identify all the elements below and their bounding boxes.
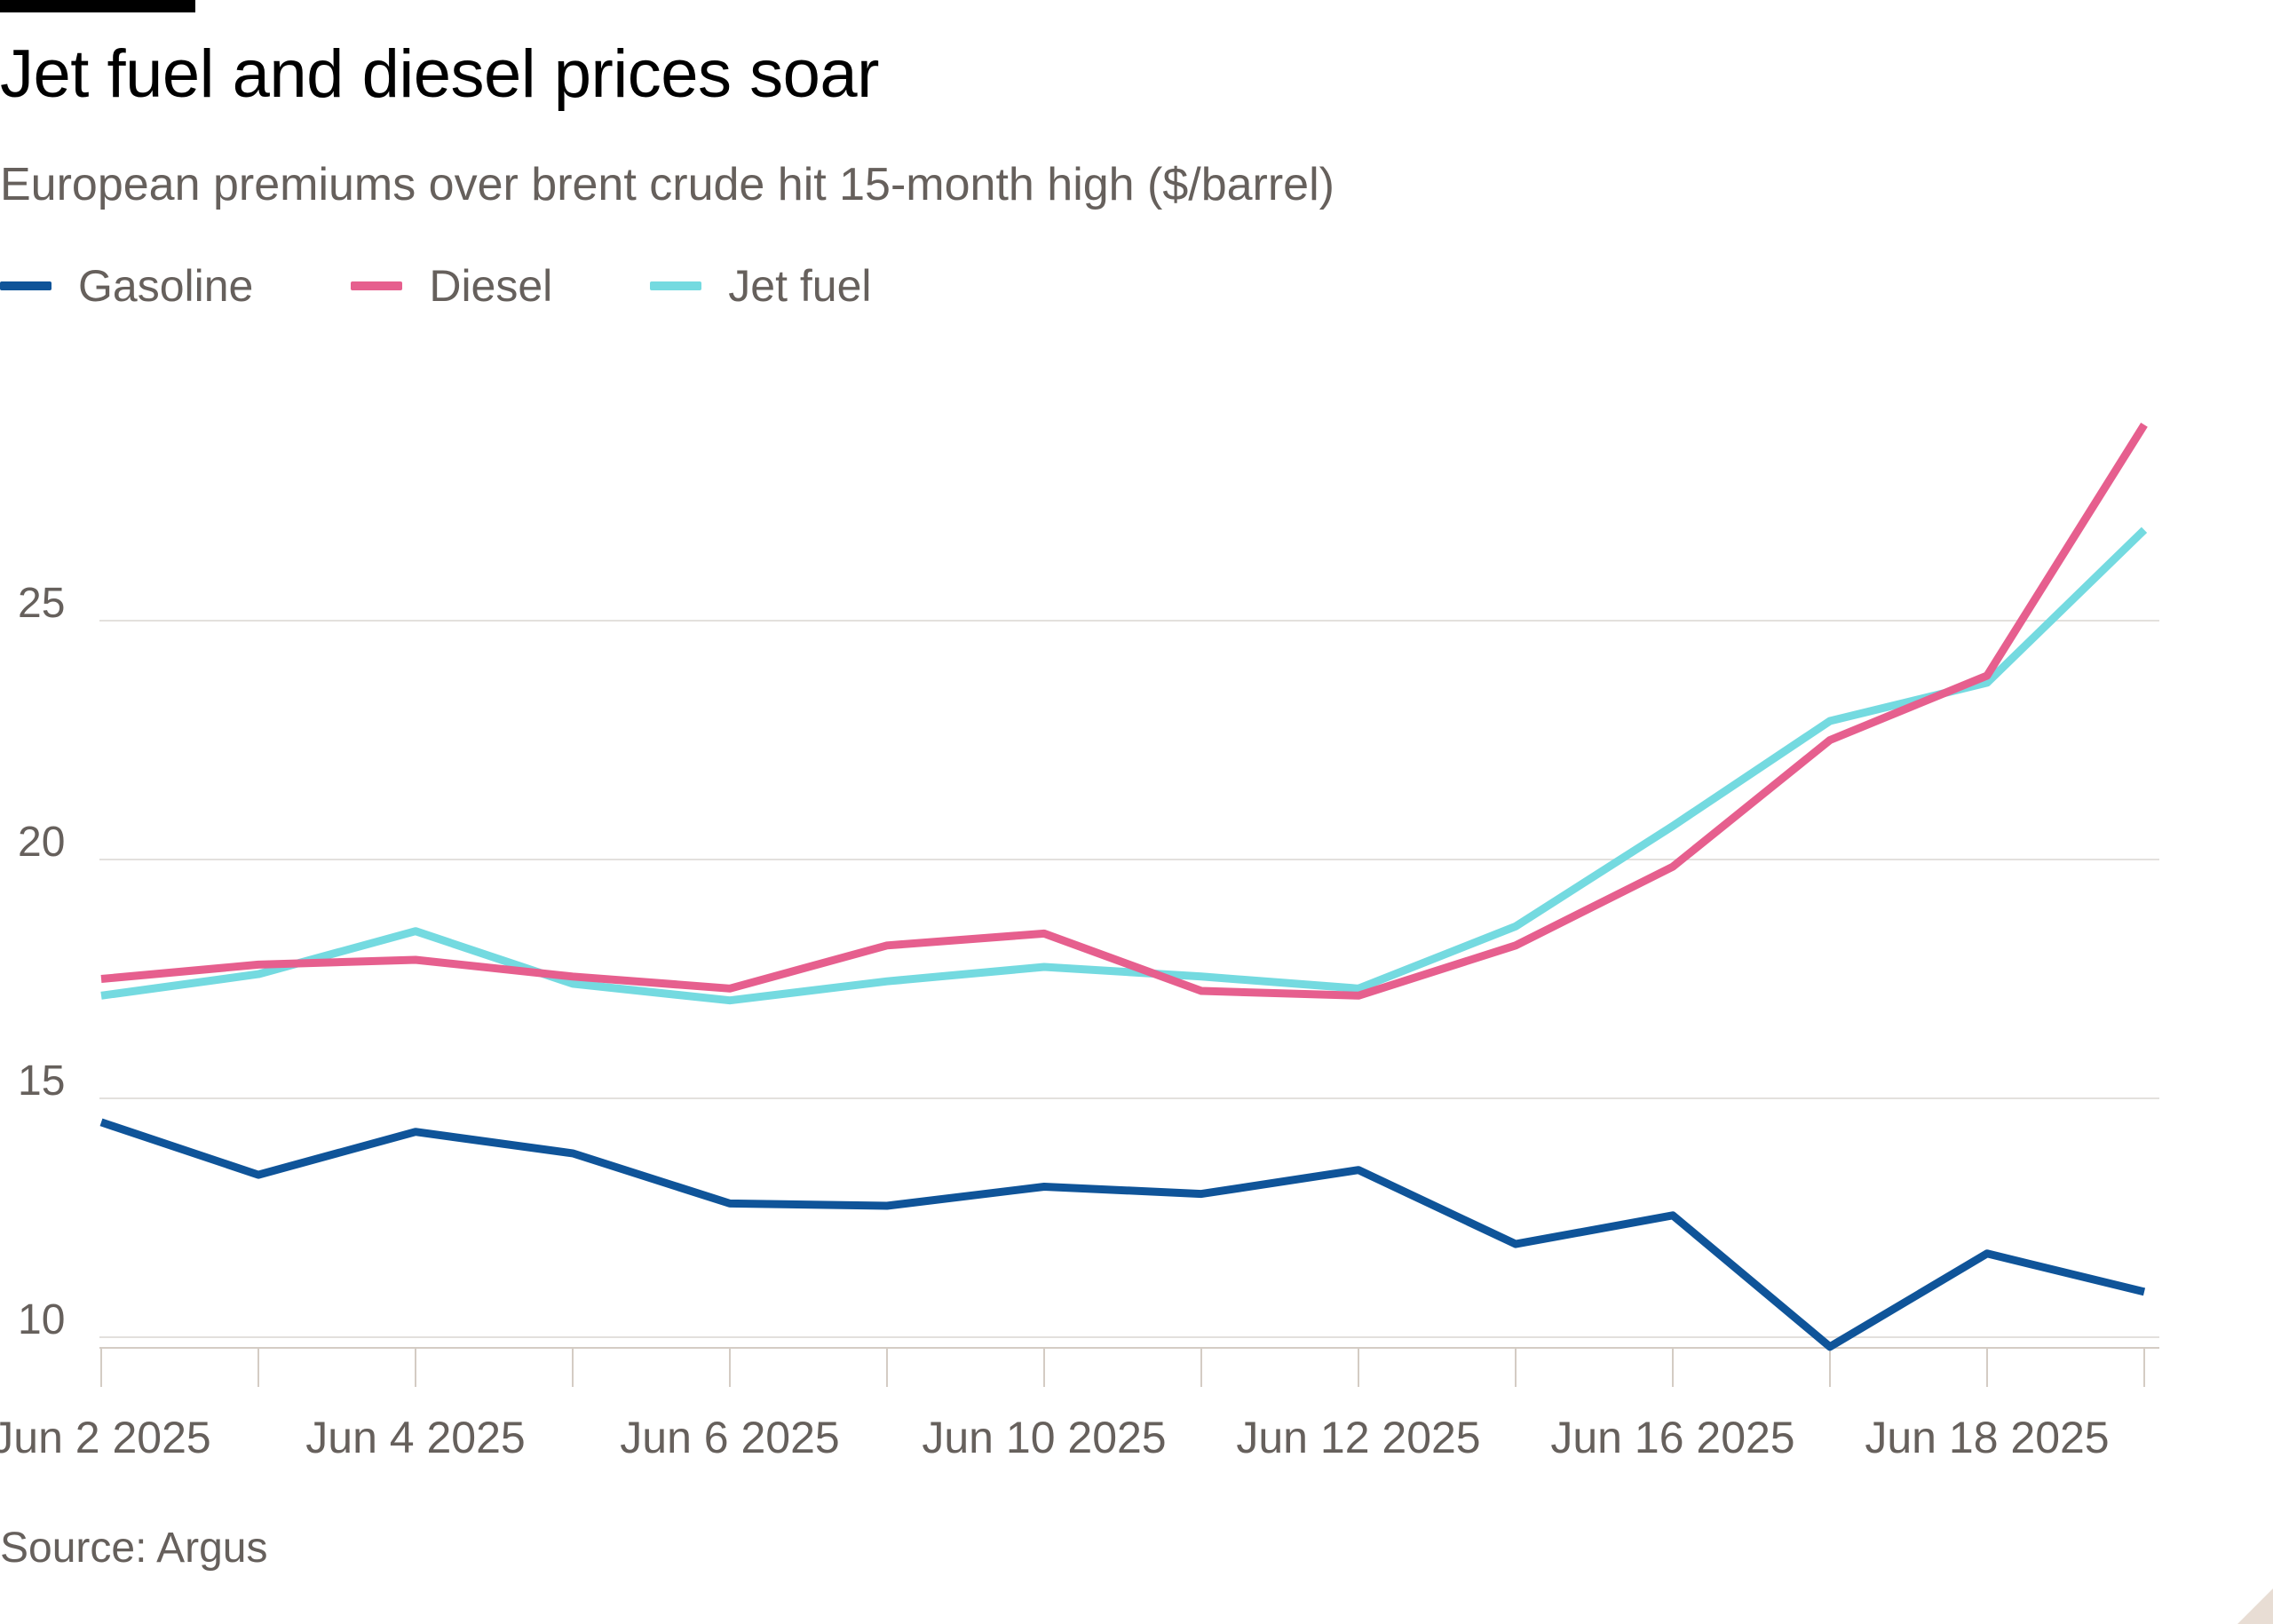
legend-swatch-jet-fuel <box>650 281 702 290</box>
series-line-gasoline <box>99 1118 2146 1351</box>
brand-bar <box>0 0 195 12</box>
x-tick-label: Jun 6 2025 <box>620 1413 839 1462</box>
chart-subtitle: European premiums over brent crude hit 1… <box>0 159 1334 210</box>
legend-item-jet-fuel: Jet fuel <box>650 260 872 312</box>
x-tick-label: Jun 4 2025 <box>305 1413 525 1462</box>
x-tick-label: Jun 16 2025 <box>1550 1413 1794 1462</box>
chart-legend: Gasoline Diesel Jet fuel <box>0 259 970 313</box>
legend-label-jet-fuel: Jet fuel <box>728 261 872 311</box>
y-tick-label: 15 <box>18 1058 65 1105</box>
corner-fold <box>2237 1588 2273 1624</box>
y-tick-label: 10 <box>18 1296 65 1343</box>
y-tick-label: 25 <box>18 580 65 627</box>
source-note: Source: Argus <box>0 1525 268 1572</box>
legend-label-diesel: Diesel <box>429 261 553 311</box>
legend-item-diesel: Diesel <box>351 260 552 312</box>
y-tick-label: 20 <box>18 819 65 866</box>
x-tick-label: Jun 12 2025 <box>1236 1413 1480 1462</box>
legend-label-gasoline: Gasoline <box>78 261 254 311</box>
x-tick-label: Jun 2 2025 <box>0 1413 211 1462</box>
series-line-jet-fuel <box>100 527 2148 1005</box>
x-tick-label: Jun 10 2025 <box>922 1413 1166 1462</box>
legend-swatch-gasoline <box>0 281 51 290</box>
legend-item-gasoline: Gasoline <box>0 260 253 312</box>
x-tick-label: Jun 18 2025 <box>1865 1413 2109 1462</box>
series-line-diesel <box>100 423 2148 1000</box>
chart-title: Jet fuel and diesel prices soar <box>0 36 879 112</box>
legend-swatch-diesel <box>351 281 403 290</box>
